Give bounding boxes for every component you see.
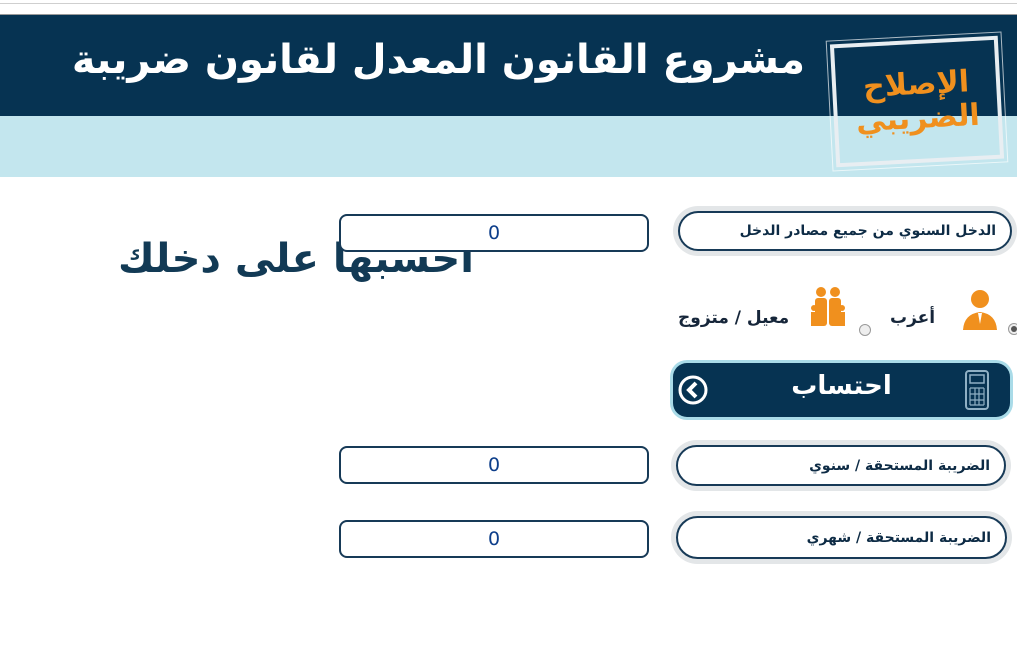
option-label-single: أعزب	[890, 308, 936, 328]
top-border	[0, 14, 1017, 15]
option-label-married: معيل / متزوج	[678, 308, 790, 328]
radio-married[interactable]	[859, 324, 871, 336]
annual-tax-label: الضريبة المستحقة / سنوي	[676, 445, 1006, 486]
single-person-icon	[963, 290, 997, 330]
calculator-icon	[965, 370, 989, 410]
page-title: مشروع القانون المعدل لقانون ضريبة	[71, 37, 805, 83]
chevron-left-circle-icon	[678, 375, 708, 405]
calculate-label: احتساب	[791, 371, 892, 401]
radio-single[interactable]	[1008, 323, 1017, 335]
logo-line: الضريبي	[855, 97, 981, 139]
monthly-tax-output[interactable]	[339, 520, 649, 558]
calculate-button[interactable]: احتساب	[673, 363, 1010, 417]
income-label: الدخل السنوي من جميع مصادر الدخل	[678, 211, 1012, 251]
annual-tax-output[interactable]	[339, 446, 649, 484]
header-subbanner: احسبها على دخلك	[0, 116, 1017, 282]
income-input[interactable]	[339, 214, 649, 252]
header-banner: مشروع القانون المعدل لقانون ضريبة	[0, 15, 1017, 116]
family-icon	[811, 287, 845, 326]
tax-reform-logo: الإصلاح الضريبي	[825, 31, 1009, 172]
monthly-tax-label: الضريبة المستحقة / شهري	[676, 516, 1007, 559]
top-border	[0, 3, 1017, 4]
